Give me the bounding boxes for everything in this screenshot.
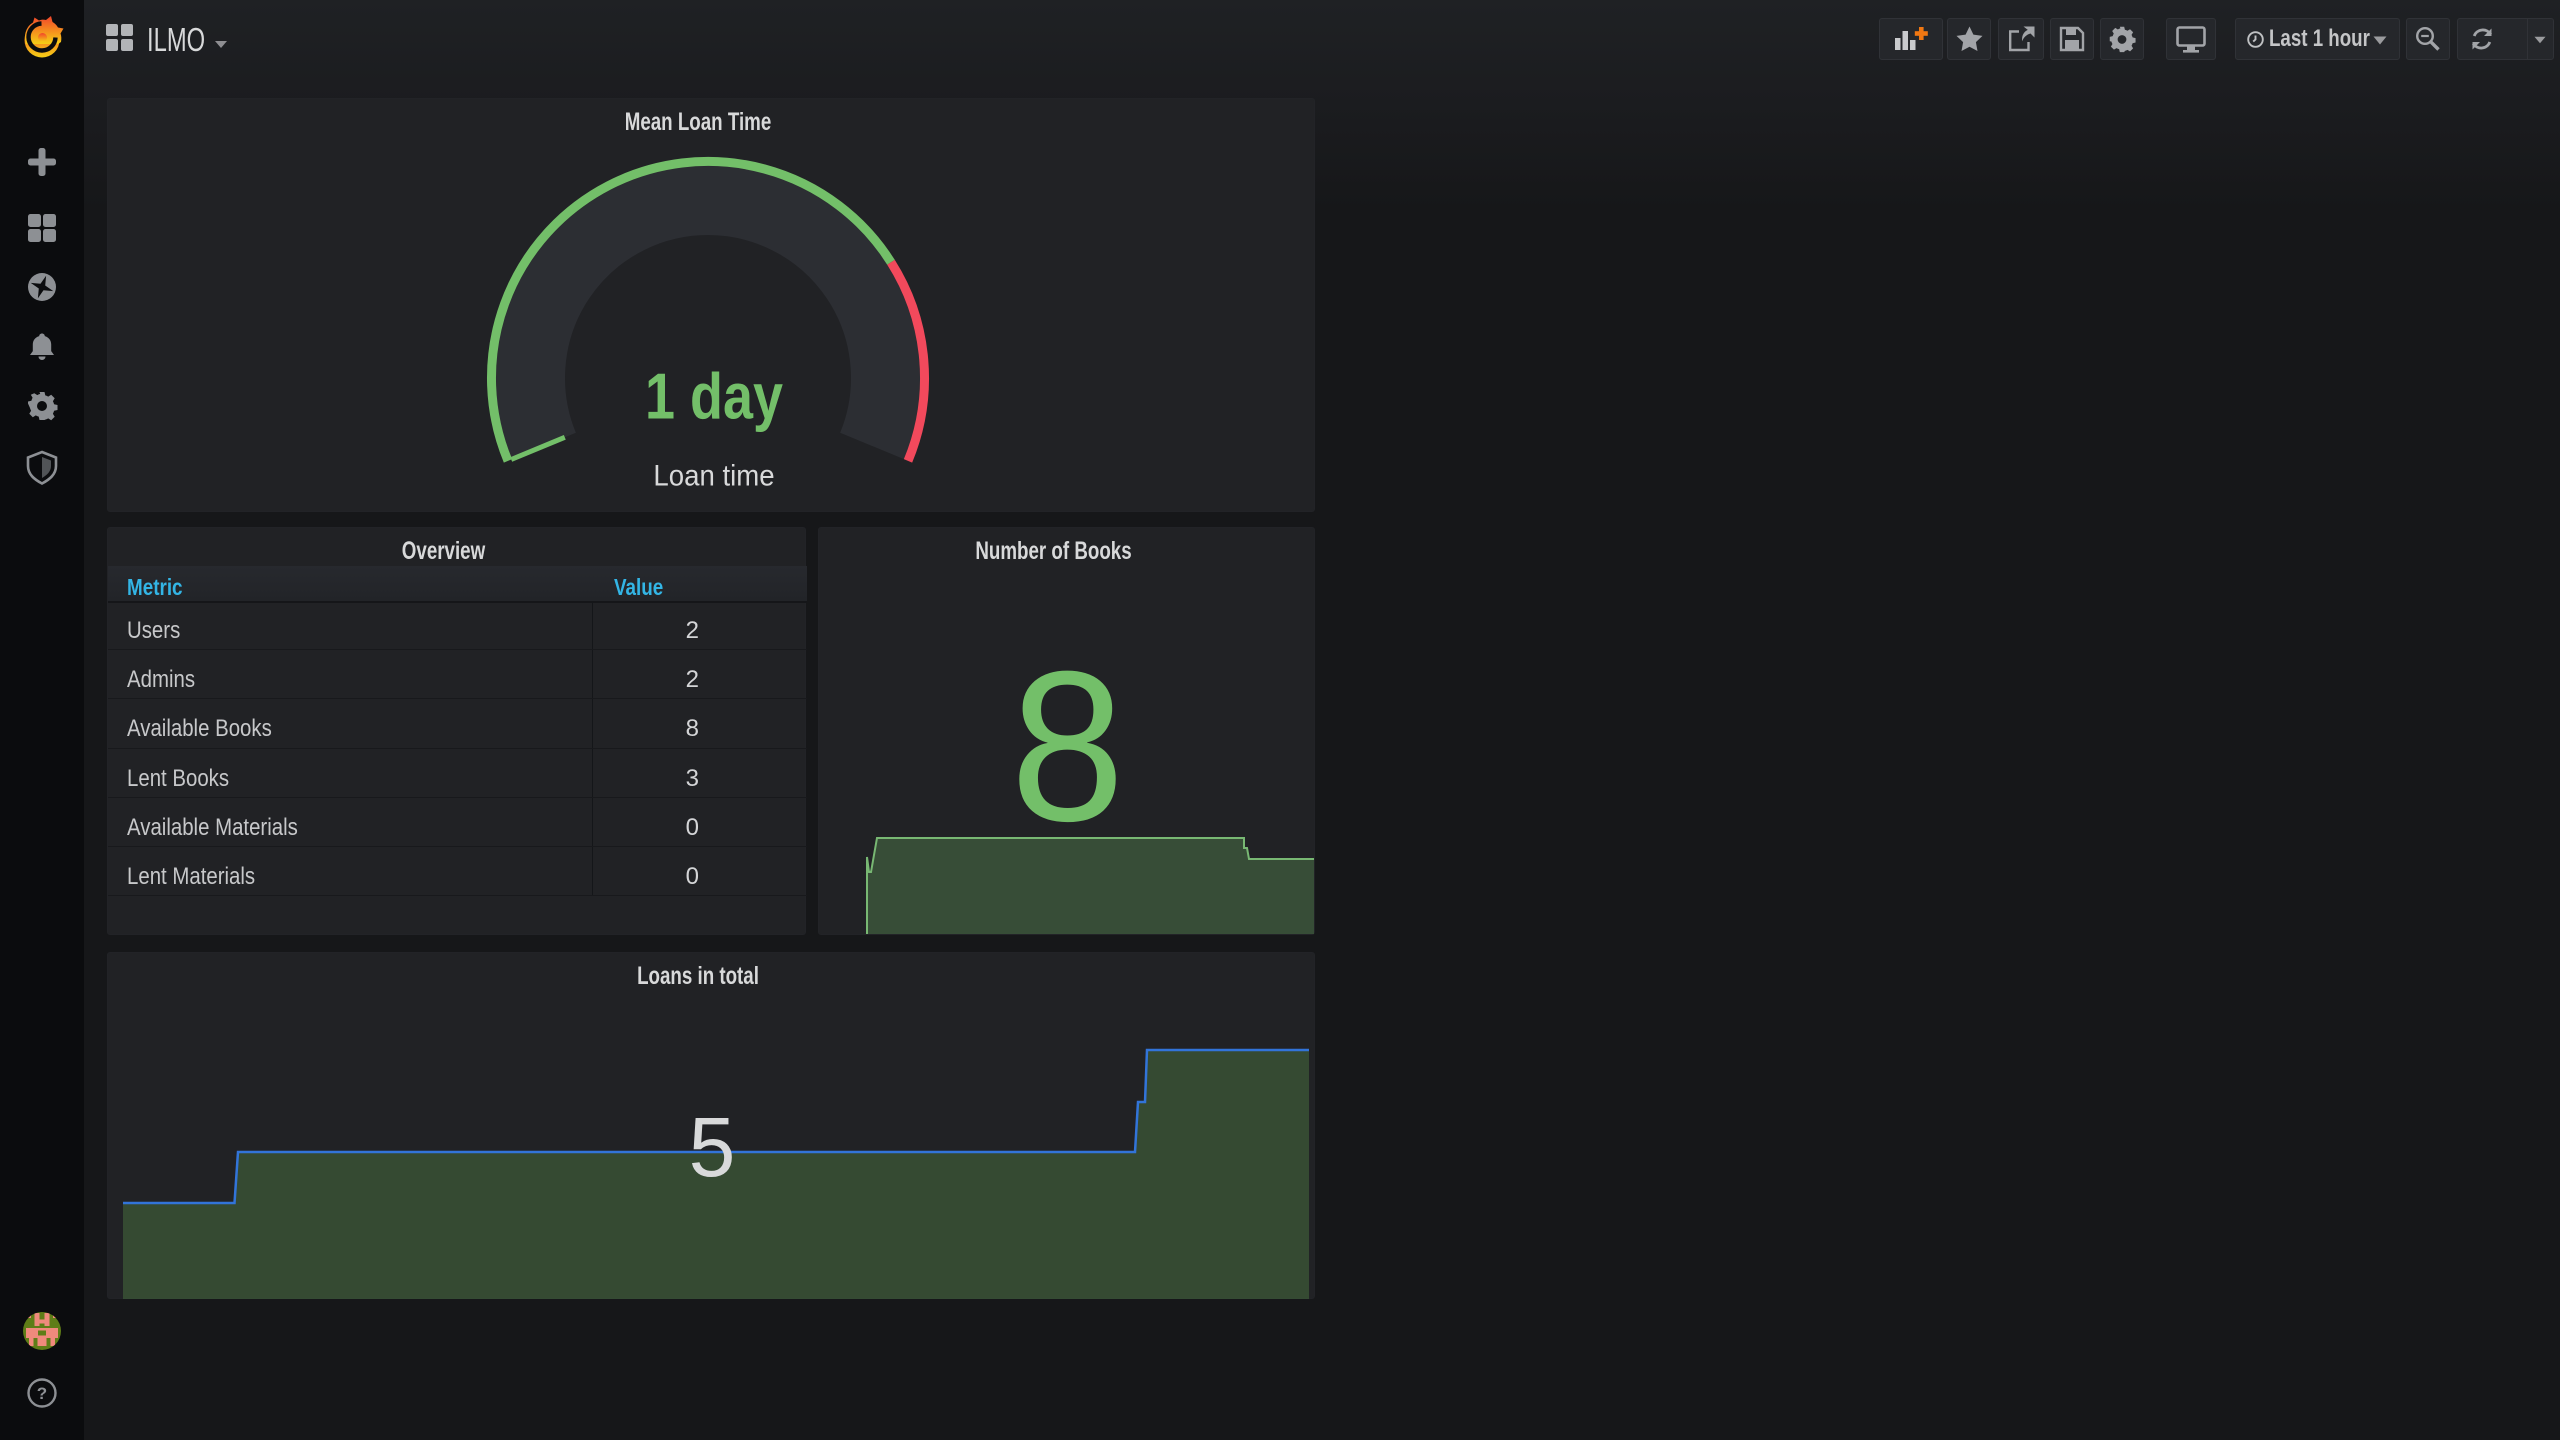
svg-text:?: ? bbox=[37, 1384, 47, 1403]
svg-text:1 day: 1 day bbox=[645, 360, 783, 433]
svg-text:Loan time: Loan time bbox=[653, 459, 774, 492]
